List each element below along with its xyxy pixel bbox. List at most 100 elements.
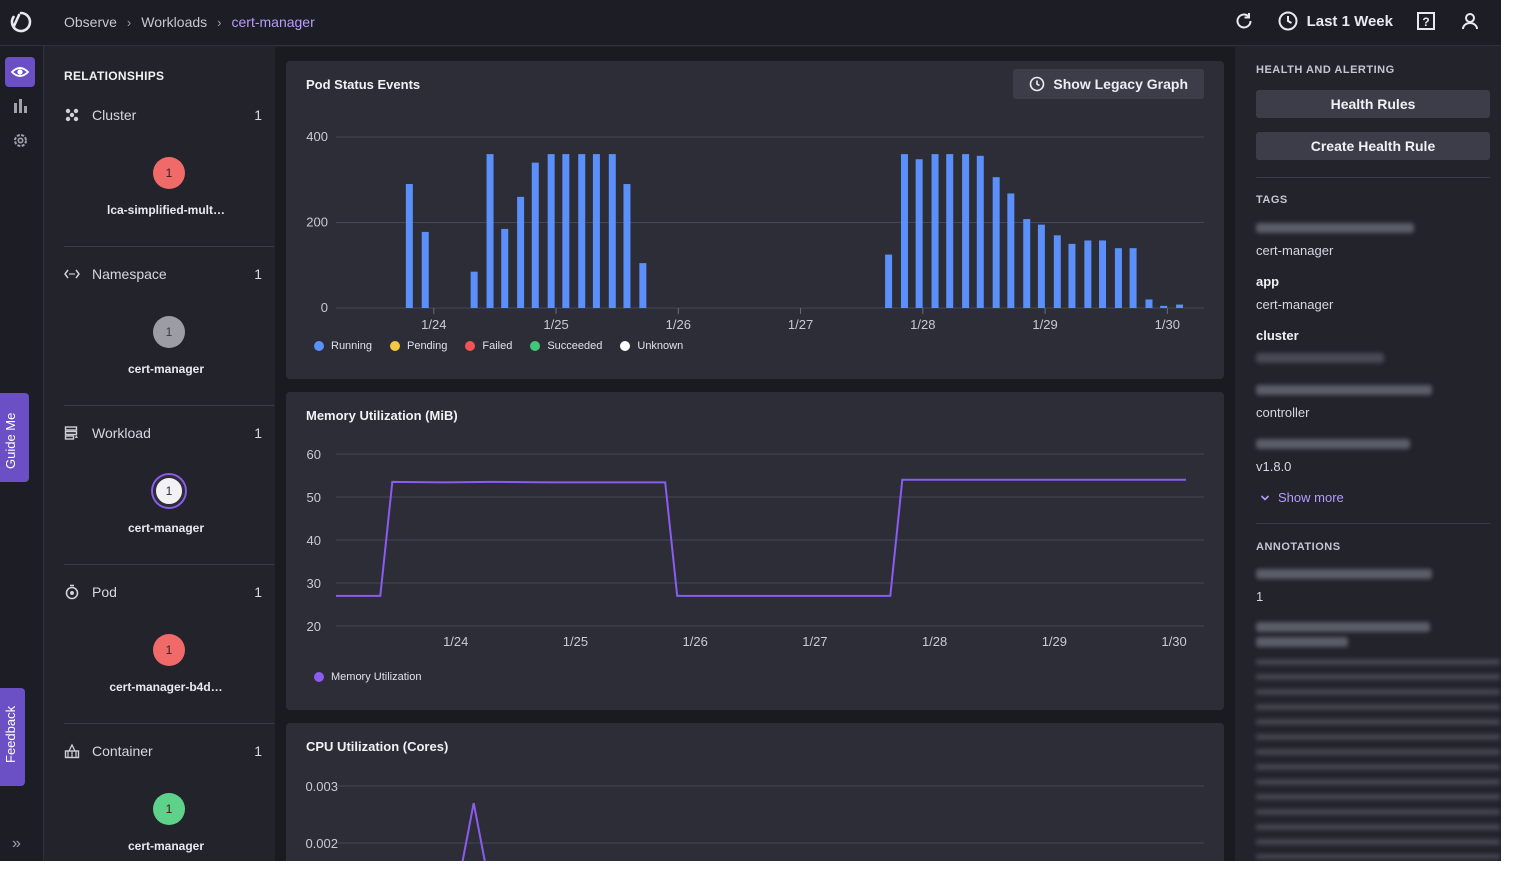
- legend-label: Pending: [406, 340, 448, 352]
- tag-key: cluster: [1256, 328, 1299, 343]
- guide-me-tab[interactable]: Guide Me: [0, 393, 29, 482]
- help-icon[interactable]: ?: [1415, 10, 1437, 32]
- legend-item[interactable]: Memory Utilization: [314, 671, 421, 683]
- relationship-node[interactable]: 1: [153, 634, 185, 666]
- bar: [976, 155, 984, 308]
- breadcrumb-separator-icon: ›: [126, 14, 132, 30]
- show-more-link[interactable]: Show more: [1260, 490, 1344, 505]
- relationship-header[interactable]: Namespace 1: [64, 266, 262, 282]
- bar: [517, 196, 525, 308]
- legend-item[interactable]: Failed: [465, 340, 512, 352]
- relationship-type-label: Namespace: [92, 266, 167, 282]
- relationship-node[interactable]: 1: [153, 316, 185, 348]
- bar: [915, 159, 923, 308]
- app-logo-icon[interactable]: [8, 9, 34, 35]
- clock-icon: [1030, 76, 1045, 92]
- legend-dot-icon: [620, 341, 631, 351]
- divider: [64, 564, 274, 565]
- relationship-type-label: Container: [92, 743, 153, 759]
- relationship-header[interactable]: Workload 1: [64, 425, 262, 441]
- x-tick-label: 1/26: [666, 317, 691, 332]
- legend-label: Unknown: [637, 340, 684, 352]
- create-health-rule-button[interactable]: Create Health Rule: [1256, 132, 1490, 160]
- cpu-chart: 0.003 0.002: [305, 779, 1204, 861]
- expand-nav-icon[interactable]: »: [12, 835, 21, 852]
- breadcrumb-observe[interactable]: Observe: [64, 14, 117, 30]
- legend-label: Memory Utilization: [331, 671, 422, 683]
- bar: [1068, 243, 1076, 308]
- bar-chart-icon: [14, 99, 27, 113]
- divider: [64, 246, 274, 247]
- bar: [1160, 305, 1168, 308]
- bar: [931, 154, 939, 308]
- legend-item[interactable]: Unknown: [620, 340, 683, 352]
- legend-label: Failed: [482, 340, 513, 352]
- redacted-tag-key: [1256, 223, 1414, 233]
- bar: [1099, 240, 1107, 308]
- legend-item[interactable]: Running: [314, 340, 372, 352]
- x-tick-label: 1/25: [563, 634, 588, 649]
- series-line: [336, 478, 1186, 597]
- bar: [1129, 248, 1137, 308]
- x-tick-label: 1/25: [543, 317, 568, 332]
- y-tick-label: 0.003: [305, 779, 338, 794]
- relationships-title: RELATIONSHIPS: [64, 69, 165, 83]
- legend-label: Succeeded: [547, 340, 603, 352]
- y-tick-label: 30: [307, 576, 321, 591]
- bar: [501, 228, 509, 308]
- legend-dot-icon: [530, 341, 541, 351]
- cpu-card: CPU Utilization (Cores) 0.003 0.002: [286, 723, 1224, 861]
- relationship-type-label: Pod: [92, 584, 117, 600]
- bar: [885, 254, 893, 308]
- relationship-count: 1: [254, 266, 262, 282]
- bar: [639, 263, 647, 308]
- bar: [623, 184, 631, 308]
- namespace-icon: [64, 269, 80, 279]
- relationship-node-label[interactable]: lca-simplified-mult…: [106, 203, 225, 217]
- nav-analytics[interactable]: [5, 91, 35, 121]
- relationship-node[interactable]: 1: [153, 475, 185, 507]
- y-tick-label: 50: [307, 490, 321, 505]
- chevron-down-icon: [1260, 494, 1270, 501]
- time-range-picker[interactable]: Last 1 Week: [1277, 10, 1393, 32]
- breadcrumb-workloads[interactable]: Workloads: [141, 14, 208, 30]
- divider: [1256, 177, 1490, 178]
- relationship-node-label[interactable]: cert-manager: [127, 521, 205, 535]
- eye-icon: [11, 67, 29, 77]
- legend-dot-icon: [465, 341, 476, 351]
- relationships-panel: RELATIONSHIPS Cluster 1 1 lca-simplified-mu…: [44, 47, 274, 861]
- relationship-node-label[interactable]: cert-manager-b4d…: [109, 680, 223, 694]
- x-tick-label: 1/27: [788, 317, 813, 332]
- legend-item[interactable]: Pending: [389, 340, 448, 352]
- relationship-header[interactable]: Pod 1: [64, 584, 262, 600]
- bar: [421, 231, 429, 308]
- refresh-icon[interactable]: [1233, 10, 1255, 32]
- nav-settings[interactable]: [5, 125, 35, 155]
- relationship-header[interactable]: Cluster 1: [64, 107, 262, 123]
- bar: [900, 154, 908, 308]
- feedback-tab[interactable]: Feedback: [0, 688, 25, 786]
- relationship-node-label[interactable]: cert-manager: [127, 839, 205, 853]
- cluster-icon: [65, 108, 79, 122]
- relationship-header[interactable]: Container 1: [64, 743, 262, 759]
- show-legacy-graph-button[interactable]: Show Legacy Graph: [1013, 69, 1204, 99]
- user-icon[interactable]: [1459, 10, 1481, 32]
- relationship-type-label: Workload: [92, 425, 151, 441]
- relationship-type-label: Cluster: [92, 107, 137, 123]
- annotation-value: 1: [1256, 589, 1264, 604]
- legend-label: Running: [331, 340, 372, 352]
- pod-status-legend: Running Pending Failed Succeeded Unknown: [314, 340, 683, 352]
- redacted-tag-key: [1256, 385, 1432, 395]
- top-bar: Observe › Workloads › cert-manager Last …: [0, 0, 1501, 46]
- nav-observe[interactable]: [5, 57, 35, 87]
- health-rules-button[interactable]: Health Rules: [1256, 90, 1490, 118]
- relationship-node[interactable]: 1: [153, 793, 185, 825]
- breadcrumb-separator-icon: ›: [217, 14, 222, 30]
- relationship-node[interactable]: 1: [153, 157, 185, 189]
- clock-icon: [1278, 11, 1298, 31]
- svg-text:?: ?: [1422, 15, 1429, 29]
- time-range-label: Last 1 Week: [1306, 12, 1393, 30]
- relationship-node-label[interactable]: cert-manager: [127, 362, 205, 376]
- legend-item[interactable]: Succeeded: [530, 340, 602, 352]
- series-line: [461, 802, 486, 861]
